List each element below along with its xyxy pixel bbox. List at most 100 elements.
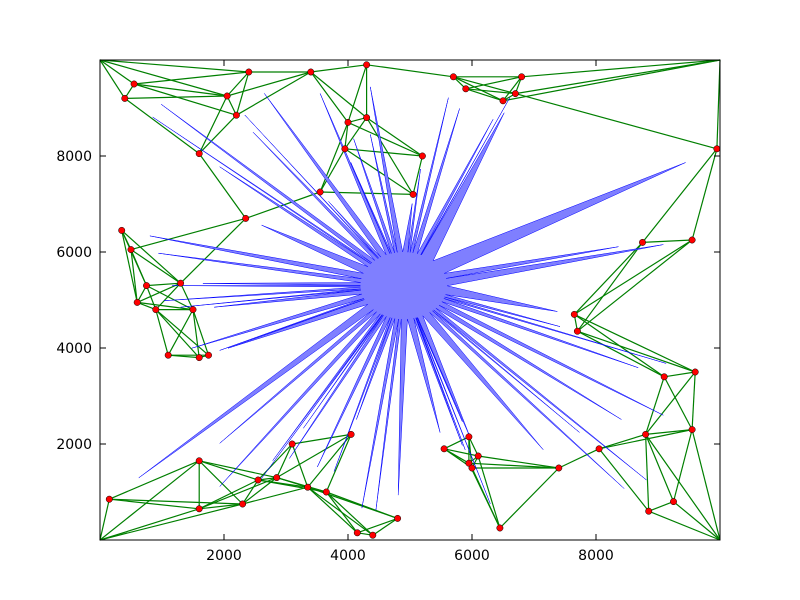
y-tick-label: 4000	[56, 341, 92, 357]
triangulation-edge	[155, 309, 209, 356]
triangulation-edge	[645, 376, 665, 435]
data-point	[133, 298, 141, 306]
data-point	[105, 495, 113, 503]
data-point	[573, 327, 581, 335]
data-point	[363, 114, 371, 122]
data-point	[195, 354, 203, 362]
data-point	[691, 368, 699, 376]
star-polygon	[138, 86, 686, 511]
plot-frame	[99, 59, 721, 541]
data-point	[177, 279, 185, 287]
triangulation-edge	[648, 501, 674, 512]
triangulation-edge	[465, 88, 516, 95]
star-polygon-shape	[138, 86, 686, 511]
triangulation-edge	[198, 114, 237, 155]
triangulation-edge	[499, 467, 560, 529]
triangulation-edge	[99, 499, 110, 541]
triangulation-edge	[109, 498, 200, 510]
triangulation-edge	[319, 122, 349, 193]
triangulation-edge	[645, 429, 693, 435]
data-point	[363, 61, 371, 69]
triangulation-edge	[192, 309, 210, 356]
data-point	[462, 85, 470, 93]
data-point	[242, 214, 250, 222]
x-tick-label: 8000	[578, 548, 614, 564]
data-point	[511, 90, 519, 98]
data-point	[304, 483, 312, 491]
triangulation-edge	[477, 455, 501, 529]
triangulation-edge	[226, 71, 250, 97]
triangulation-edge	[198, 477, 277, 510]
data-points	[105, 61, 721, 539]
triangulation-edge	[502, 76, 523, 102]
triangulation-edge	[242, 479, 259, 505]
triangulation-edge	[344, 117, 368, 150]
triangulation-edge	[307, 486, 358, 534]
triangulation-edge	[307, 486, 374, 536]
data-point	[465, 459, 473, 467]
triangulation-edge	[146, 285, 194, 311]
triangulation-edge	[574, 313, 696, 373]
triangulation-edge	[310, 71, 349, 123]
data-point	[518, 73, 526, 81]
triangulation-edge	[276, 443, 293, 478]
data-point	[143, 282, 150, 290]
triangulation-edge	[134, 71, 249, 85]
data-point	[440, 445, 448, 453]
triangulation-edge	[292, 433, 352, 445]
y-tick-label: 2000	[56, 437, 92, 453]
data-point	[223, 92, 231, 100]
triangulation-edge	[515, 59, 721, 95]
triangulation-edge	[307, 486, 398, 519]
triangulation-edge	[99, 59, 135, 85]
triangulation-edge	[344, 122, 349, 149]
data-point	[642, 430, 650, 438]
triangulation-edge	[468, 436, 479, 457]
data-point	[570, 310, 578, 318]
data-point	[239, 500, 247, 508]
triangulation-edge	[145, 285, 157, 310]
data-point	[670, 498, 677, 506]
data-point	[195, 457, 203, 465]
data-point	[245, 68, 253, 76]
data-point	[130, 80, 138, 88]
triangulation-edge	[691, 429, 721, 541]
data-point	[307, 68, 315, 76]
triangulation-edge	[99, 508, 200, 541]
data-point	[468, 464, 476, 472]
data-point	[347, 430, 355, 438]
triangulation-edge	[310, 64, 367, 73]
x-tick-label: 6000	[454, 548, 490, 564]
data-point	[121, 94, 129, 102]
data-point	[465, 433, 473, 441]
triangulation-edge	[109, 460, 200, 500]
triangulation-edge	[276, 477, 327, 493]
data-point	[205, 351, 212, 359]
x-tick-label: 4000	[330, 548, 366, 564]
triangulation-edge	[130, 249, 138, 303]
data-point	[496, 524, 504, 532]
triangulation-edge	[121, 229, 182, 284]
data-point	[344, 118, 352, 126]
triangulation-edge	[319, 148, 346, 193]
triangulation-edge	[121, 230, 138, 303]
triangulation-edge	[130, 249, 181, 284]
triangulation-edge	[136, 282, 181, 303]
triangulation-edge	[130, 217, 246, 251]
triangulation-edge	[598, 448, 650, 512]
triangulation-edge	[577, 239, 693, 332]
data-point	[449, 73, 457, 81]
triangulation-edge	[199, 503, 243, 510]
triangulation-edge	[99, 59, 228, 97]
data-point	[499, 97, 507, 105]
triangulation-edge	[573, 239, 693, 315]
x-tick-label: 2000	[206, 548, 242, 564]
data-point	[555, 464, 563, 472]
triangulation-edge	[325, 434, 352, 493]
triangulation-edge	[372, 517, 398, 536]
triangulation-edge	[347, 121, 423, 157]
triangulation-edge	[515, 93, 718, 150]
data-point	[595, 445, 603, 453]
triangulation-edge	[307, 434, 352, 488]
